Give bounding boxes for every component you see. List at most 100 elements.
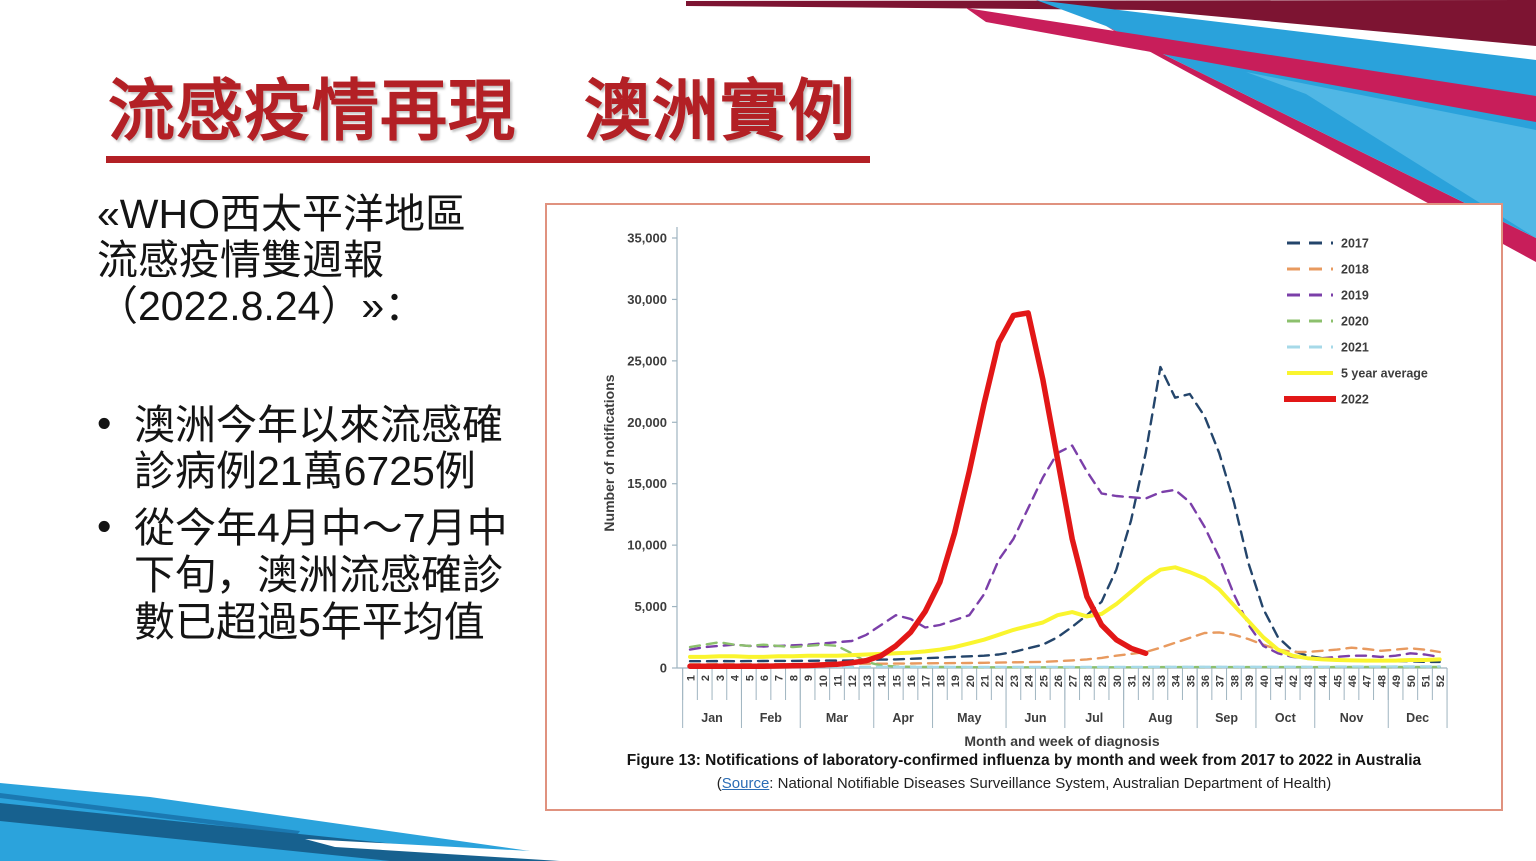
svg-text:20: 20 bbox=[965, 675, 977, 687]
svg-text:Oct: Oct bbox=[1275, 711, 1297, 725]
svg-text:Nov: Nov bbox=[1340, 711, 1364, 725]
svg-text:31: 31 bbox=[1127, 675, 1139, 687]
text-line: «WHO西太平洋地區 bbox=[97, 191, 466, 237]
svg-text:9: 9 bbox=[803, 675, 815, 681]
svg-text:2021: 2021 bbox=[1341, 341, 1369, 355]
svg-text:30,000: 30,000 bbox=[627, 292, 667, 307]
svg-text:29: 29 bbox=[1097, 675, 1109, 687]
svg-text:21: 21 bbox=[980, 675, 992, 687]
svg-text:2019: 2019 bbox=[1341, 289, 1369, 303]
series-2022 bbox=[687, 310, 1149, 669]
source-link[interactable]: Source bbox=[721, 775, 770, 792]
svg-text:2022: 2022 bbox=[1341, 393, 1369, 407]
svg-text:33: 33 bbox=[1156, 675, 1168, 687]
chart-legend: 2017 2018 2019 2020 2021 5 year average 2022 bbox=[1284, 237, 1428, 407]
svg-text:14: 14 bbox=[877, 674, 889, 687]
text-line: 澳洲今年以來流感確診病例21萬6725例 bbox=[97, 400, 530, 495]
svg-text:Apr: Apr bbox=[892, 711, 914, 725]
svg-text:44: 44 bbox=[1318, 674, 1330, 687]
series-2019 bbox=[688, 444, 1441, 660]
svg-text:3: 3 bbox=[715, 675, 727, 681]
svg-text:Aug: Aug bbox=[1148, 711, 1172, 725]
svg-text:15: 15 bbox=[891, 675, 903, 687]
svg-text:2017: 2017 bbox=[1341, 237, 1369, 251]
source-rest: : National Notifiable Diseases Surveilla… bbox=[769, 775, 1332, 792]
svg-text:Jan: Jan bbox=[701, 711, 723, 725]
svg-text:10: 10 bbox=[818, 675, 830, 687]
intro-text: «WHO西太平洋地區 流感疫情雙週報 （2022.8.24）»： bbox=[97, 191, 549, 330]
svg-text:38: 38 bbox=[1229, 675, 1241, 687]
bullet-list: 澳洲今年以來流感確診病例21萬6725例從今年4月中～7月中下旬，澳洲流感確診數… bbox=[97, 400, 549, 646]
svg-text:27: 27 bbox=[1068, 675, 1080, 687]
svg-text:2020: 2020 bbox=[1341, 315, 1369, 329]
text-line: 從今年4月中～7月中下旬，澳洲流感確診數已超過5年平均值 bbox=[97, 503, 530, 645]
svg-text:8: 8 bbox=[788, 675, 800, 681]
svg-text:18: 18 bbox=[935, 675, 947, 687]
figure-source: (Source: National Notifiable Diseases Su… bbox=[547, 775, 1501, 792]
svg-text:40: 40 bbox=[1259, 675, 1271, 687]
influenza-line-chart: 0 5,000 10,000 15,000 20,000 25,000 30,000 35,0… bbox=[601, 227, 1448, 749]
text-line: 流感疫情雙週報 bbox=[97, 236, 384, 283]
svg-text:41: 41 bbox=[1274, 675, 1286, 687]
svg-text:2018: 2018 bbox=[1341, 263, 1369, 277]
svg-text:0: 0 bbox=[660, 661, 667, 676]
svg-text:48: 48 bbox=[1376, 675, 1388, 687]
svg-text:46: 46 bbox=[1347, 675, 1359, 687]
svg-text:20,000: 20,000 bbox=[627, 415, 667, 430]
svg-text:1: 1 bbox=[686, 675, 698, 681]
svg-text:50: 50 bbox=[1406, 675, 1418, 687]
svg-text:24: 24 bbox=[1024, 674, 1036, 687]
figure-caption: Figure 13: Notifications of laboratory-c… bbox=[626, 752, 1422, 769]
svg-text:19: 19 bbox=[950, 675, 962, 687]
svg-text:23: 23 bbox=[1009, 675, 1021, 687]
svg-text:Feb: Feb bbox=[760, 711, 783, 725]
svg-text:39: 39 bbox=[1244, 675, 1256, 687]
svg-text:37: 37 bbox=[1215, 675, 1227, 687]
svg-text:35,000: 35,000 bbox=[627, 231, 667, 246]
svg-text:52: 52 bbox=[1435, 675, 1447, 687]
svg-text:Month and week of diagnosis: Month and week of diagnosis bbox=[964, 733, 1159, 749]
svg-text:34: 34 bbox=[1171, 674, 1183, 687]
svg-text:10,000: 10,000 bbox=[627, 538, 667, 553]
svg-text:Jul: Jul bbox=[1085, 711, 1103, 725]
svg-text:51: 51 bbox=[1421, 675, 1433, 687]
slide-title: 流感疫情再現 澳洲實例 bbox=[106, 76, 870, 164]
figure-box: 0 5,000 10,000 15,000 20,000 25,000 30,000 35,0… bbox=[545, 203, 1503, 811]
svg-text:17: 17 bbox=[921, 675, 933, 687]
text-line: （2022.8.24）»： bbox=[97, 282, 426, 329]
svg-text:28: 28 bbox=[1082, 675, 1094, 687]
svg-text:5,000: 5,000 bbox=[634, 599, 667, 614]
svg-text:5: 5 bbox=[744, 675, 756, 681]
svg-text:49: 49 bbox=[1391, 675, 1403, 687]
svg-text:47: 47 bbox=[1362, 675, 1374, 687]
svg-text:6: 6 bbox=[759, 675, 771, 681]
svg-text:Sep: Sep bbox=[1215, 711, 1238, 725]
svg-text:25: 25 bbox=[1038, 675, 1050, 687]
svg-text:45: 45 bbox=[1332, 675, 1344, 687]
svg-text:Jun: Jun bbox=[1024, 711, 1046, 725]
svg-text:16: 16 bbox=[906, 675, 918, 687]
svg-text:35: 35 bbox=[1185, 675, 1197, 687]
svg-text:4: 4 bbox=[730, 674, 742, 681]
svg-text:26: 26 bbox=[1053, 675, 1065, 687]
svg-text:36: 36 bbox=[1200, 675, 1212, 687]
svg-text:Mar: Mar bbox=[826, 711, 848, 725]
svg-text:43: 43 bbox=[1303, 675, 1315, 687]
svg-text:Number of notifications: Number of notifications bbox=[601, 374, 617, 531]
svg-text:2: 2 bbox=[700, 675, 712, 681]
source-prefix: ( bbox=[716, 775, 722, 792]
svg-text:32: 32 bbox=[1141, 675, 1153, 687]
series-5 year average bbox=[688, 565, 1442, 663]
x-axis: 1 2 3 4 5 6 7 8 9 10 11 12 13 14 15 16 17 18 19 20 21 22 23 24 2… bbox=[677, 667, 1448, 749]
y-axis: 0 5,000 10,000 15,000 20,000 25,000 30,000 35,0… bbox=[601, 227, 678, 676]
svg-text:5 year average: 5 year average bbox=[1341, 367, 1428, 381]
svg-text:12: 12 bbox=[847, 675, 859, 687]
svg-text:22: 22 bbox=[994, 675, 1006, 687]
svg-text:30: 30 bbox=[1112, 675, 1124, 687]
svg-text:11: 11 bbox=[833, 675, 845, 687]
svg-text:Dec: Dec bbox=[1406, 711, 1429, 725]
svg-text:13: 13 bbox=[862, 675, 874, 687]
svg-text:42: 42 bbox=[1288, 675, 1300, 687]
